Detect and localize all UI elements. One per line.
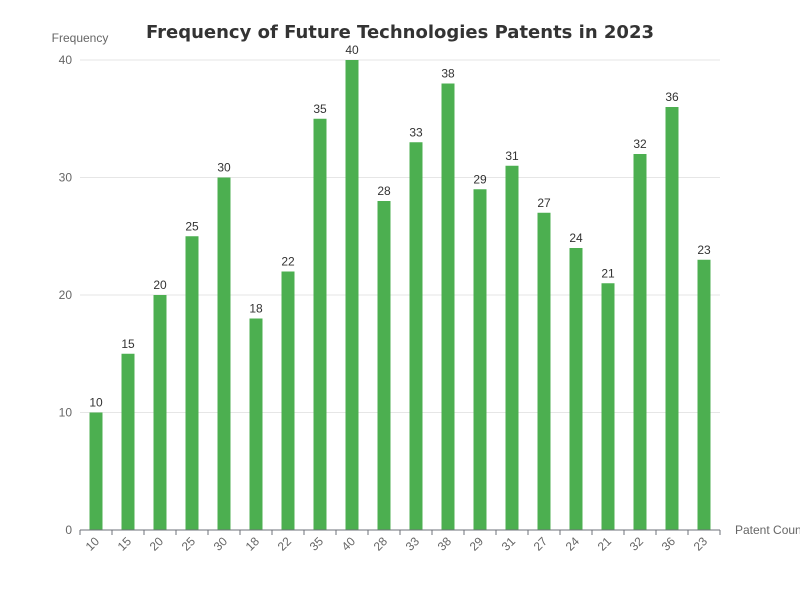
y-tick-label: 40: [59, 53, 73, 67]
bar: [473, 189, 487, 530]
x-tick-label: 35: [307, 534, 327, 554]
bar-value-label: 23: [697, 243, 711, 257]
bar-value-label: 15: [121, 337, 135, 351]
bar: [153, 295, 167, 530]
bar-value-label: 32: [633, 137, 647, 151]
x-tick-label: 15: [115, 534, 135, 554]
bar-value-label: 18: [249, 302, 263, 316]
x-tick-label: 24: [563, 534, 583, 554]
bar: [505, 165, 519, 530]
bar: [217, 177, 231, 530]
bar-value-label: 21: [601, 266, 615, 280]
x-tick-label: 40: [339, 534, 359, 554]
bar-value-label: 29: [473, 172, 487, 186]
bar: [377, 201, 391, 530]
x-tick-label: 23: [691, 534, 711, 554]
bar: [697, 259, 711, 530]
bar-value-label: 25: [185, 219, 199, 233]
x-tick-label: 38: [435, 534, 455, 554]
x-tick-label: 25: [179, 534, 199, 554]
chart-title: Frequency of Future Technologies Patents…: [146, 22, 654, 43]
x-tick-label: 30: [211, 534, 231, 554]
bar: [537, 212, 551, 530]
x-axis-label: Patent Count: [735, 523, 800, 537]
x-tick-label: 10: [83, 534, 103, 554]
y-tick-label: 10: [59, 406, 73, 420]
x-tick-label: 29: [467, 534, 487, 554]
bar-value-label: 28: [377, 184, 391, 198]
x-tick-label: 32: [627, 534, 647, 554]
x-tick-label: 18: [243, 534, 263, 554]
x-tick-label: 20: [147, 534, 167, 554]
bar-value-label: 20: [153, 278, 167, 292]
bar: [281, 271, 295, 530]
bar: [633, 154, 647, 530]
y-tick-label: 20: [59, 288, 73, 302]
x-axis-ticks: 10 15 20 25 30 18 22 35 40 28 33 38 29 31 27 24 21 32 36 23: [79, 530, 721, 554]
bar-value-label: 36: [665, 90, 679, 104]
x-tick-label: 28: [371, 534, 391, 554]
bar: [185, 236, 199, 530]
bar: [89, 412, 103, 530]
gridlines: [80, 59, 720, 413]
bar-value-label: 35: [313, 102, 327, 116]
bar-value-label: 38: [441, 67, 455, 81]
x-tick-label: 36: [659, 534, 679, 554]
bar: [601, 283, 615, 530]
y-axis-ticks: 0 10 20 30 40: [59, 53, 73, 537]
bar-value-label: 22: [281, 255, 295, 269]
bar-value-label: 27: [537, 196, 551, 210]
bars: [89, 60, 711, 530]
bar-value-label: 30: [217, 161, 231, 175]
bar: [665, 107, 679, 530]
bar-value-label: 24: [569, 231, 583, 245]
bar: [313, 118, 327, 530]
x-tick-label: 33: [403, 534, 423, 554]
bar: [345, 60, 359, 530]
value-labels: 10 15 20 25 30 18 22 35 40 28 33 38 29 31 27 24 21 32 36 23: [89, 43, 711, 410]
bar-value-label: 31: [505, 149, 519, 163]
bar-value-label: 40: [345, 43, 359, 57]
bar: [441, 83, 455, 530]
y-axis-label: Frequency: [52, 31, 109, 45]
bar-value-label: 33: [409, 125, 423, 139]
y-tick-label: 0: [65, 523, 72, 537]
bar: [249, 318, 263, 530]
bar: [121, 353, 135, 530]
y-tick-label: 30: [59, 171, 73, 185]
bar: [569, 248, 583, 530]
x-tick-label: 31: [499, 534, 519, 554]
bar-value-label: 10: [89, 396, 103, 410]
x-tick-label: 27: [531, 534, 551, 554]
x-tick-label: 22: [275, 534, 295, 554]
bar: [409, 142, 423, 530]
x-tick-label: 21: [595, 534, 615, 554]
